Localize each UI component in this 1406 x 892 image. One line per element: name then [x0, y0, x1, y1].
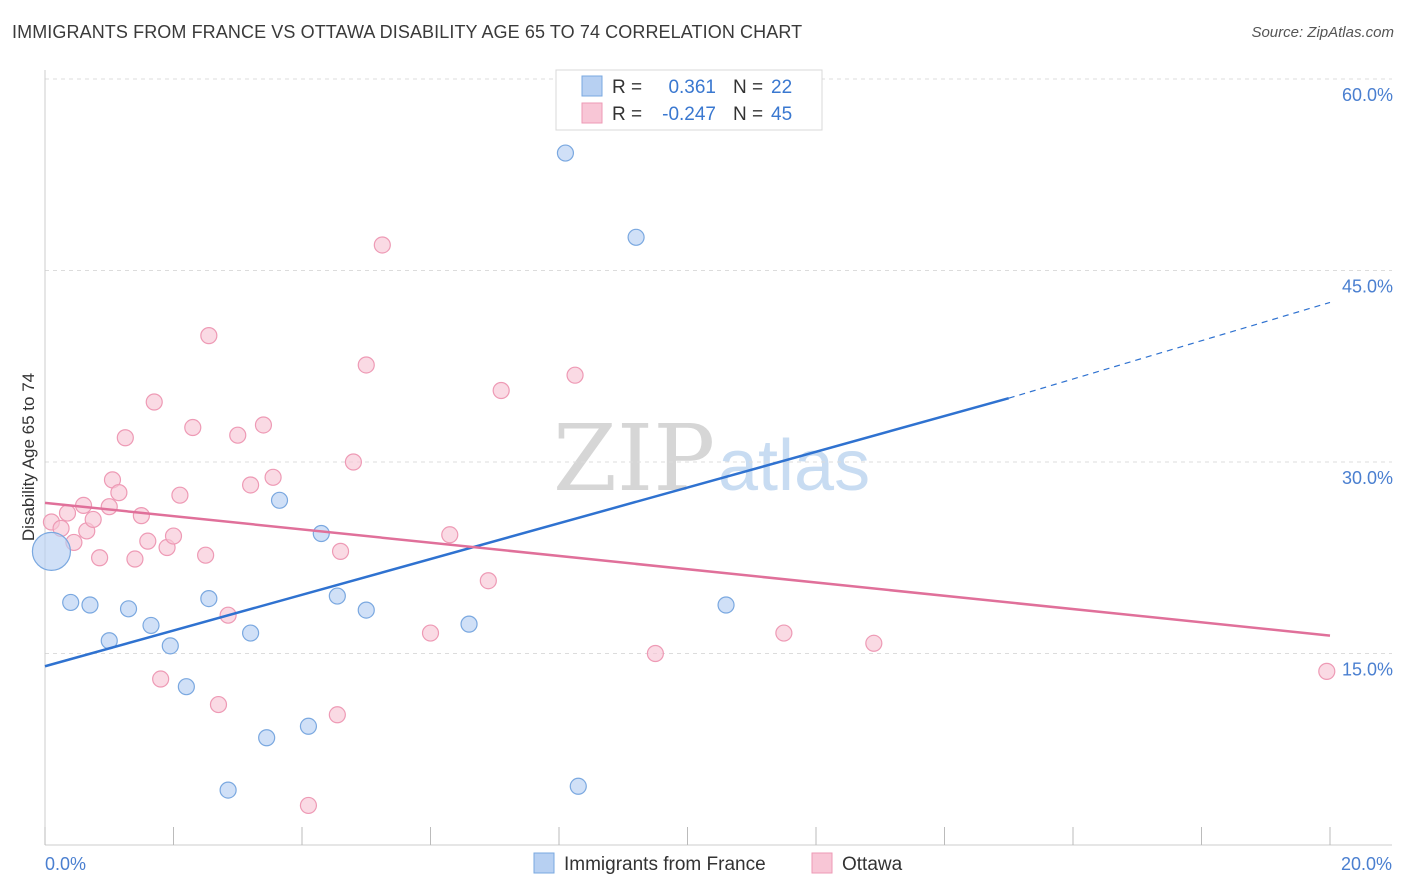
data-point — [627, 228, 645, 246]
data-point — [242, 624, 260, 642]
france-trend-extension — [1008, 301, 1331, 399]
data-point — [646, 644, 664, 663]
data-point — [152, 670, 170, 688]
data-point — [357, 601, 375, 619]
legend-n-label-2: N = — [733, 104, 763, 125]
series-legend: Immigrants from France Ottawa — [533, 852, 903, 875]
data-point — [254, 416, 273, 434]
data-point — [328, 587, 346, 605]
data-point — [264, 468, 282, 486]
legend-r-label-1: R = — [612, 77, 642, 98]
data-point — [344, 453, 362, 471]
data-point — [569, 777, 587, 795]
france-trend-line — [44, 396, 1010, 668]
data-point — [566, 366, 584, 384]
data-point — [229, 426, 247, 444]
data-point — [126, 550, 144, 568]
trend-lines — [44, 301, 1331, 668]
ottawa-points — [42, 236, 1336, 815]
data-point — [197, 546, 215, 564]
source-label: Source: ZipAtlas.com — [1251, 24, 1394, 41]
legend-swatch-pink — [581, 102, 603, 124]
y-axis-label: Disability Age 65 to 74 — [19, 373, 38, 541]
data-point — [132, 507, 150, 525]
y-tick-label: 60.0% — [1342, 85, 1393, 105]
legend-r-label-2: R = — [612, 104, 642, 125]
data-point — [31, 531, 72, 571]
data-point — [312, 524, 330, 543]
legend-r-value-1: 0.361 — [668, 77, 716, 98]
y-tick-label: 30.0% — [1342, 468, 1393, 488]
data-point — [100, 498, 118, 516]
legend-r-value-2: -0.247 — [662, 104, 716, 125]
data-point — [161, 637, 179, 655]
watermark-atlas: atlas — [718, 426, 870, 506]
series-legend-label-france: Immigrants from France — [564, 854, 766, 875]
data-point — [58, 504, 77, 522]
data-point — [91, 549, 109, 567]
legend-n-value-2: 45 — [771, 104, 792, 125]
data-point — [460, 615, 478, 633]
data-point — [139, 532, 157, 550]
series-legend-label-ottawa: Ottawa — [842, 854, 903, 875]
data-point — [331, 542, 350, 560]
data-point — [209, 695, 228, 714]
gridlines — [45, 78, 1392, 654]
series-legend-swatch-ottawa — [811, 852, 833, 874]
data-point — [219, 781, 237, 799]
data-point — [200, 590, 218, 608]
data-point — [171, 486, 189, 504]
ottawa-trend-line — [44, 501, 1331, 637]
legend-swatch-blue — [581, 75, 603, 97]
chart-title: IMMIGRANTS FROM FRANCE VS OTTAWA DISABIL… — [12, 22, 803, 42]
data-point — [62, 593, 80, 612]
data-point — [717, 596, 735, 614]
data-point — [328, 706, 346, 724]
data-point — [142, 616, 160, 635]
data-point — [556, 144, 575, 162]
watermark-zip: ZIP — [553, 405, 715, 512]
data-point — [865, 634, 883, 652]
data-point — [421, 624, 440, 642]
data-point — [81, 596, 99, 614]
data-point — [164, 527, 183, 545]
y-tick-label: 45.0% — [1342, 277, 1393, 297]
data-point — [775, 624, 793, 642]
data-point — [200, 327, 218, 345]
data-point — [441, 526, 459, 544]
data-point — [110, 484, 128, 502]
legend-n-label-1: N = — [733, 77, 763, 98]
stats-legend: R = 0.361 N = 22 R = -0.247 N = 45 — [555, 69, 823, 131]
data-point — [119, 600, 138, 618]
data-point — [1318, 662, 1336, 680]
data-point — [84, 510, 102, 529]
data-point — [299, 796, 318, 815]
data-point — [357, 356, 375, 374]
data-point — [270, 491, 289, 509]
data-point — [373, 236, 391, 254]
data-point — [145, 393, 163, 411]
x-tick-label-max: 20.0% — [1341, 854, 1392, 874]
data-point — [184, 418, 202, 437]
y-axis-tick-labels: 15.0% 30.0% 45.0% 60.0% — [1342, 85, 1393, 680]
data-point — [242, 476, 260, 494]
data-point — [177, 678, 195, 696]
data-point — [116, 429, 134, 447]
data-point — [492, 381, 510, 400]
x-axis-ticks — [44, 827, 1331, 845]
legend-n-value-1: 22 — [771, 77, 792, 98]
france-points — [31, 144, 735, 799]
data-point — [479, 572, 497, 590]
y-tick-label: 15.0% — [1342, 660, 1393, 680]
series-legend-swatch-france — [533, 852, 555, 874]
x-tick-label-min: 0.0% — [45, 854, 86, 874]
data-point — [299, 717, 318, 735]
data-point — [258, 729, 276, 747]
